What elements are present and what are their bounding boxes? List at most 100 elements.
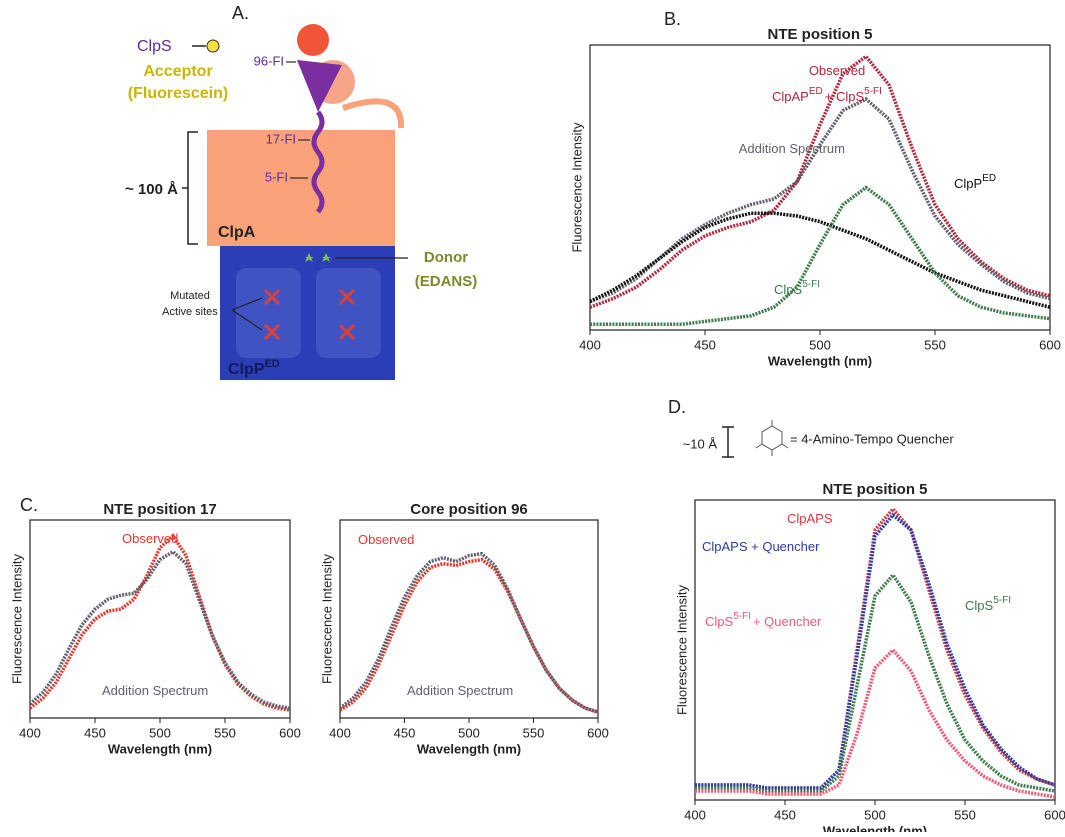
series-line (589, 97, 1051, 304)
label-sup: 5-FI (802, 279, 820, 290)
x-tick-label: 450 (694, 337, 716, 352)
chamber (236, 268, 301, 358)
x-tick-label: 450 (774, 807, 796, 822)
label-text: Addition Spectrum (407, 683, 513, 698)
series-label: Addition Spectrum (739, 141, 845, 156)
clpp-name: ClpP (228, 361, 265, 378)
x-tick-label: 500 (149, 725, 171, 740)
x-tick-label: 400 (579, 337, 601, 352)
label-sup: ED (982, 173, 996, 184)
x-axis-label: Wavelength (nm) (768, 353, 872, 368)
series-line (589, 211, 1051, 309)
site-label: 5-FI (265, 169, 288, 184)
series-label: Addition Spectrum (102, 683, 208, 698)
series-label: ClpAPED + ClpS5-FI (772, 86, 882, 105)
y-axis-label: Fluorescence Intensity (9, 553, 24, 684)
series-label: Addition Spectrum (407, 683, 513, 698)
label-sup: 5-FI (864, 86, 882, 97)
label-text: ClpS (705, 614, 734, 629)
label-text: Observed (122, 531, 178, 546)
label-text: Observed (358, 532, 414, 547)
series-label: Observed (809, 63, 865, 78)
donor-dye: (EDANS) (415, 273, 478, 290)
label-sup: 5-FI (993, 595, 1011, 606)
series-label: ClpAPS (787, 511, 833, 526)
label-text: ClpS (774, 282, 803, 297)
active-site-marks (263, 288, 356, 341)
x-tick-label: 500 (864, 807, 886, 822)
substrate-chain (311, 110, 325, 214)
x-tick-label: 450 (84, 725, 106, 740)
scale-label: ~ 100 Å (125, 181, 178, 198)
x-tick-label: 500 (458, 725, 480, 740)
series-label: Observed (358, 532, 414, 547)
label-text: Addition Spectrum (739, 141, 845, 156)
series-label: ClpS5-FI (965, 595, 1011, 614)
x-tick-label: 600 (279, 725, 301, 740)
x-tick-label: 550 (523, 725, 545, 740)
label-sup: 5-FI (733, 611, 751, 622)
site-label: 17-FI (266, 131, 296, 146)
scale-bracket (182, 131, 198, 245)
series-label: ClpPED (954, 173, 996, 192)
x-tick-label: 450 (394, 725, 416, 740)
series-line (695, 572, 1056, 793)
series-line (338, 551, 599, 714)
clpp-label: ClpPED (228, 358, 280, 378)
diagram: ClpS Acceptor (Fluorescein) 96-FI 17-FI … (125, 24, 477, 380)
acceptor-star (206, 39, 220, 53)
chart-title: NTE position 5 (823, 481, 928, 498)
series-label: ClpS5-FI (774, 279, 820, 298)
clpp-sup: ED (264, 358, 279, 370)
x-tick-label: 550 (924, 337, 946, 352)
site-label: 96-FI (254, 53, 284, 68)
clpa-label: ClpA (218, 224, 256, 241)
series-line (695, 512, 1056, 790)
y-axis-label: Fluorescence Intensity (569, 122, 584, 253)
label-text: Observed (809, 63, 865, 78)
chamber (316, 268, 381, 358)
series-line (695, 647, 1056, 799)
label-text: ClpAPS + Quencher (702, 539, 820, 554)
label-text: ClpAPS (787, 511, 833, 526)
donor-star (305, 253, 331, 262)
series-label: ClpAPS + Quencher (702, 539, 820, 554)
x-tick-label: 600 (1039, 337, 1061, 352)
label-text: + ClpS (825, 89, 865, 104)
active-sites-label: Active sites (162, 306, 218, 318)
x-axis-label: Wavelength (nm) (823, 823, 927, 832)
panel-label: B. (664, 9, 681, 29)
y-axis-label: Fluorescence Intensity (319, 553, 334, 684)
chart-title: NTE position 17 (103, 501, 216, 518)
x-tick-label: 400 (329, 725, 351, 740)
tempo-structure (755, 420, 789, 456)
x-tick-label: 550 (214, 725, 236, 740)
chart-title: NTE position 5 (768, 26, 873, 43)
site-pointer (286, 61, 310, 179)
series-line (28, 549, 291, 710)
label-text: ClpP (954, 176, 982, 191)
chart-title: Core position 96 (410, 501, 528, 518)
quencher-text: = 4-Amino-Tempo Quencher (790, 431, 954, 446)
x-tick-label: 400 (684, 807, 706, 822)
label-text: Addition Spectrum (102, 683, 208, 698)
y-axis-label: Fluorescence Intensity (674, 584, 689, 715)
panel-label: D. (668, 397, 686, 417)
active-pointer (231, 297, 263, 331)
acceptor-dye: (Fluorescein) (128, 85, 228, 102)
series-line (590, 185, 1051, 327)
series-label: Observed (122, 531, 178, 546)
quencher-scale: ~10 Å (683, 436, 718, 451)
clps-head (297, 24, 329, 56)
series-label: ClpS5-FI + Quencher (705, 611, 822, 630)
acceptor: Acceptor (143, 63, 212, 80)
panel-label: A. (232, 3, 249, 23)
acceptor-protein: ClpS (137, 38, 172, 55)
x-tick-label: 500 (809, 337, 831, 352)
clpa-shape (207, 130, 395, 246)
series-line (589, 53, 1051, 309)
label-text: + Quencher (753, 614, 822, 629)
mutated-label: Mutated (170, 290, 210, 302)
label-text: ClpAP (772, 89, 809, 104)
